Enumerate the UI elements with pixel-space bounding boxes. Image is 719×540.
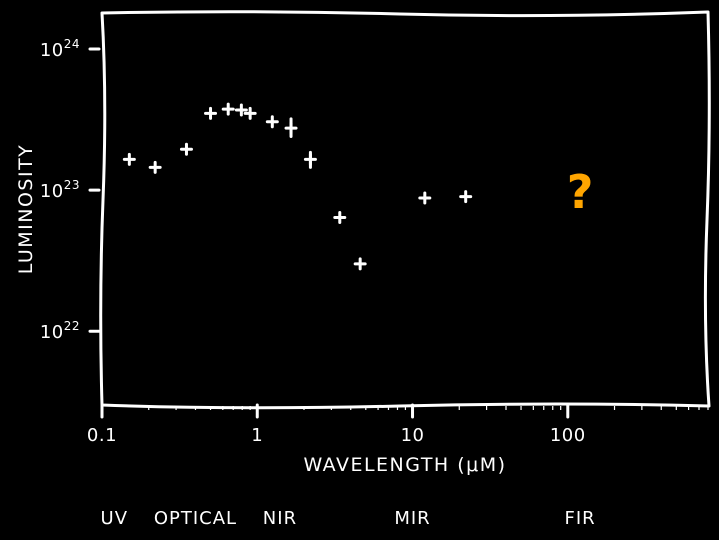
annotations: ? <box>567 165 594 219</box>
plot-frame <box>99 10 711 410</box>
data-point <box>303 150 317 169</box>
band-label-optical: OPTICAL <box>154 508 237 529</box>
band-label-fir: FIR <box>564 508 595 529</box>
y-tick-label: 1023 <box>40 178 80 202</box>
x-tick-label: 10 <box>401 425 425 446</box>
data-point <box>418 191 432 205</box>
data-point <box>204 106 218 120</box>
data-point <box>221 102 235 116</box>
y-tick-label: 1022 <box>40 319 80 343</box>
data-point <box>234 103 248 117</box>
data-point <box>353 257 367 271</box>
x-axis-title: WAVELENGTH (μM) <box>303 454 506 476</box>
data-point <box>148 160 162 174</box>
band-label-mir: MIR <box>394 508 430 529</box>
y-axis-title: LUMINOSITY <box>15 144 37 275</box>
x-tick-label: 1 <box>251 425 263 446</box>
data-point <box>284 117 298 138</box>
data-point <box>459 190 473 204</box>
data-point <box>243 106 257 120</box>
y-tick-label: 1024 <box>40 37 80 61</box>
x-minor-ticks <box>148 406 709 410</box>
x-tick-label: 0.1 <box>87 425 117 446</box>
y-axis-ticks: 1022 1023 1024 <box>40 37 101 343</box>
data-point <box>122 152 136 166</box>
data-point <box>179 142 193 156</box>
band-labels: UV OPTICAL NIR MIR FIR <box>101 508 595 529</box>
data-point <box>333 210 347 224</box>
band-label-uv: UV <box>101 508 129 529</box>
band-label-nir: NIR <box>263 508 297 529</box>
data-point <box>265 115 279 129</box>
data-points <box>122 102 473 271</box>
x-tick-label: 100 <box>550 425 586 446</box>
x-axis-ticks: 0.1 1 10 100 <box>87 403 586 446</box>
question-mark-annotation: ? <box>567 165 594 219</box>
